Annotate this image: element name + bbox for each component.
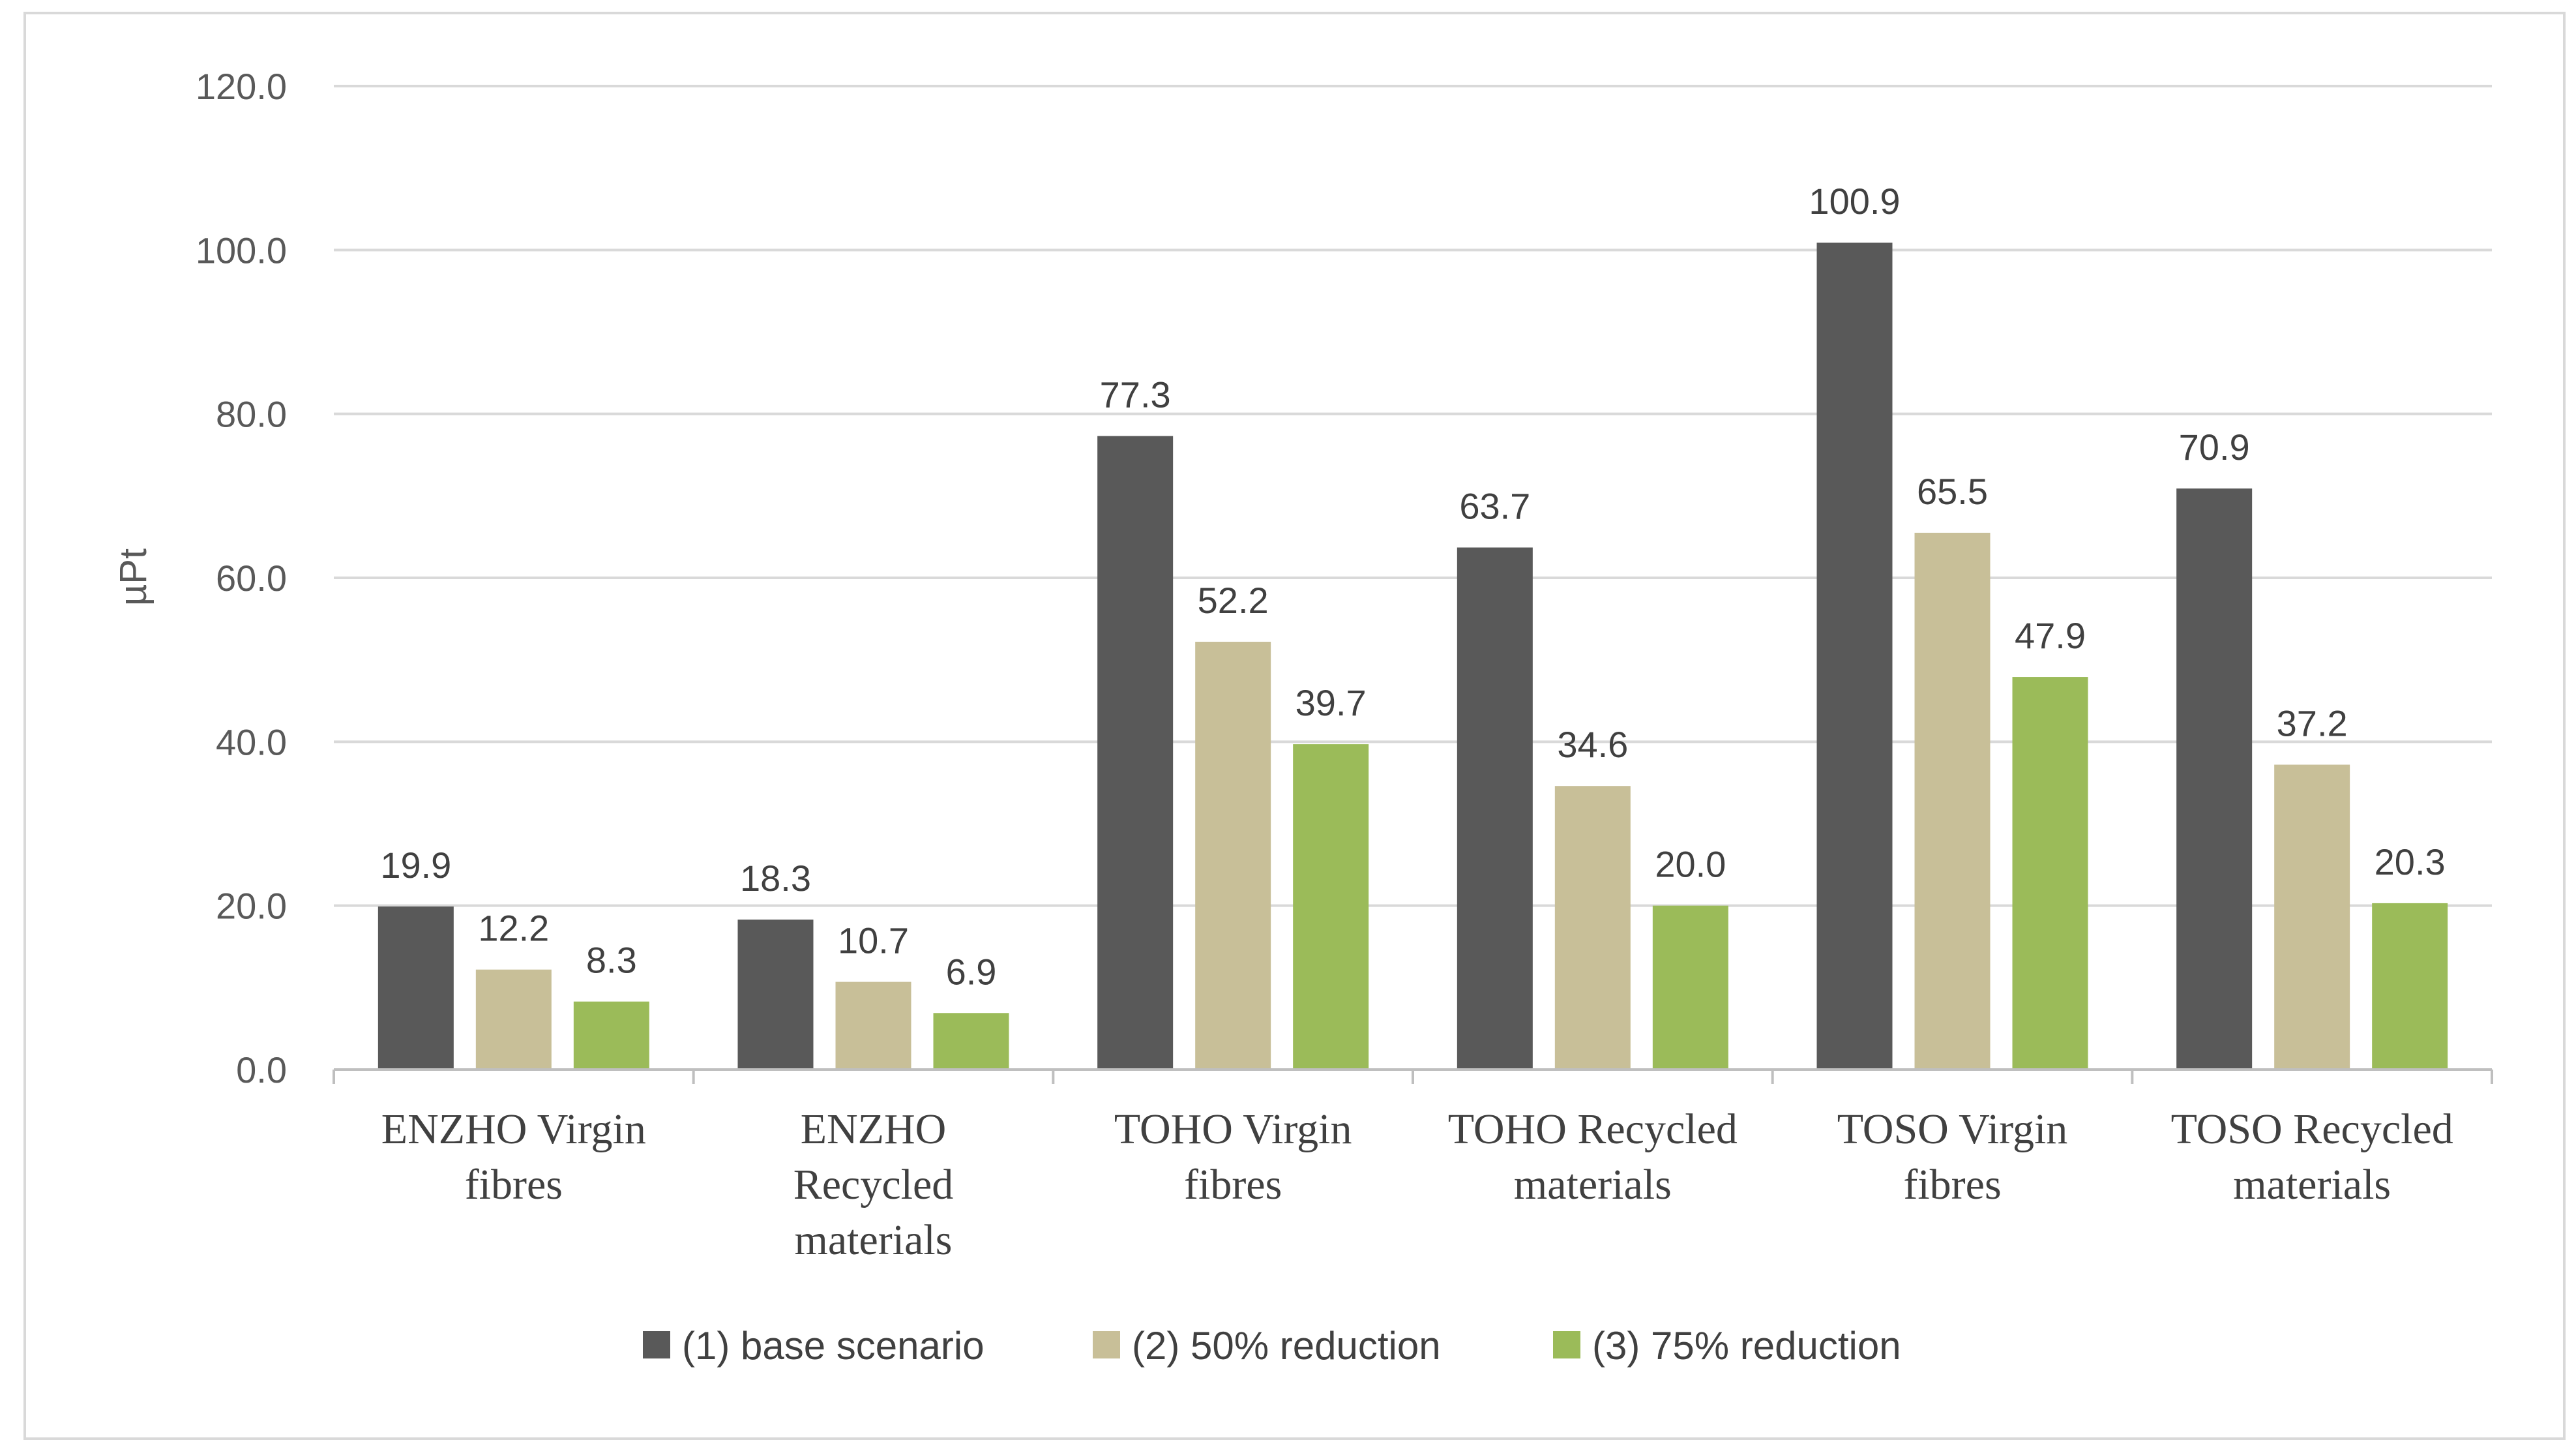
category-label: materials (795, 1216, 953, 1264)
legend: (1) base scenario (2) 50% reduction (3) 75… (643, 1324, 1901, 1368)
category-label: TOHO Virgin (1114, 1105, 1352, 1153)
bar (2176, 488, 2253, 1070)
data-label: 77.3 (1100, 374, 1171, 415)
legend-swatch (1093, 1331, 1120, 1358)
category-label: Recycled (793, 1161, 954, 1208)
data-label: 34.6 (1557, 724, 1628, 765)
category-label: TOSO Recycled (2171, 1105, 2453, 1153)
bar (2274, 764, 2350, 1070)
y-tick-label: 100.0 (196, 230, 287, 271)
category-label: ENZHO Virgin (381, 1105, 646, 1153)
bar (1457, 547, 1533, 1070)
bar (475, 969, 552, 1070)
category-label: fibres (465, 1161, 563, 1208)
bar (573, 1001, 649, 1070)
category-label: ENZHO (801, 1105, 947, 1153)
data-label: 8.3 (586, 940, 637, 981)
data-label: 10.7 (838, 920, 909, 961)
data-label: 52.2 (1198, 580, 1269, 621)
bar (1097, 436, 1174, 1070)
y-tick-label: 80.0 (216, 394, 287, 435)
bar (378, 906, 454, 1070)
bar (1914, 532, 1991, 1070)
bar (1652, 905, 1728, 1070)
category-label: fibres (1903, 1161, 2001, 1208)
data-label: 20.0 (1655, 844, 1726, 885)
bar (835, 982, 911, 1070)
category-label: TOSO Virgin (1837, 1105, 2068, 1153)
data-label: 19.9 (380, 845, 451, 886)
data-labels: 19.9 12.2 8.3 18.3 10.7 6.9 77.3 52.2 39.7 63.7 34… (380, 181, 2445, 992)
y-tick-label: 60.0 (216, 558, 287, 599)
y-tick-label: 120.0 (196, 66, 287, 107)
y-tick-label: 20.0 (216, 886, 287, 927)
bar (1195, 642, 1271, 1070)
bar (1293, 744, 1369, 1070)
bars (378, 243, 2448, 1070)
x-axis (333, 1068, 2493, 1084)
gridlines (334, 85, 2492, 907)
data-label: 18.3 (740, 858, 811, 899)
bar (2012, 677, 2088, 1070)
y-axis-label: µPt (112, 548, 155, 606)
data-label: 37.2 (2277, 703, 2348, 744)
y-axis-ticks: 0.0 20.0 40.0 60.0 80.0 100.0 120.0 (196, 66, 287, 1090)
data-label: 20.3 (2375, 841, 2446, 882)
category-label: TOHO Recycled (1448, 1105, 1738, 1153)
legend-swatch (1553, 1331, 1580, 1358)
bar (933, 1013, 1009, 1070)
bar (2372, 903, 2448, 1070)
bar (1816, 243, 1893, 1070)
category-labels: ENZHO Virgin fibres ENZHO Recycled materials… (381, 1105, 2453, 1264)
legend-swatch (643, 1331, 670, 1358)
data-label: 6.9 (946, 951, 997, 992)
data-label: 39.7 (1295, 682, 1367, 723)
y-tick-label: 40.0 (216, 721, 287, 762)
bar (737, 920, 814, 1070)
category-label: fibres (1184, 1161, 1282, 1208)
data-label: 65.5 (1917, 471, 1988, 512)
y-tick-label: 0.0 (236, 1049, 287, 1090)
data-label: 47.9 (2015, 615, 2086, 656)
legend-label: (2) 50% reduction (1132, 1324, 1441, 1368)
legend-label: (3) 75% reduction (1592, 1324, 1901, 1368)
data-label: 12.2 (478, 908, 549, 949)
data-label: 100.9 (1809, 181, 1900, 222)
category-label: materials (1514, 1161, 1672, 1208)
data-label: 63.7 (1459, 486, 1530, 527)
bar (1554, 786, 1631, 1070)
category-label: materials (2233, 1161, 2391, 1208)
legend-label: (1) base scenario (682, 1324, 985, 1368)
data-label: 70.9 (2179, 427, 2250, 468)
